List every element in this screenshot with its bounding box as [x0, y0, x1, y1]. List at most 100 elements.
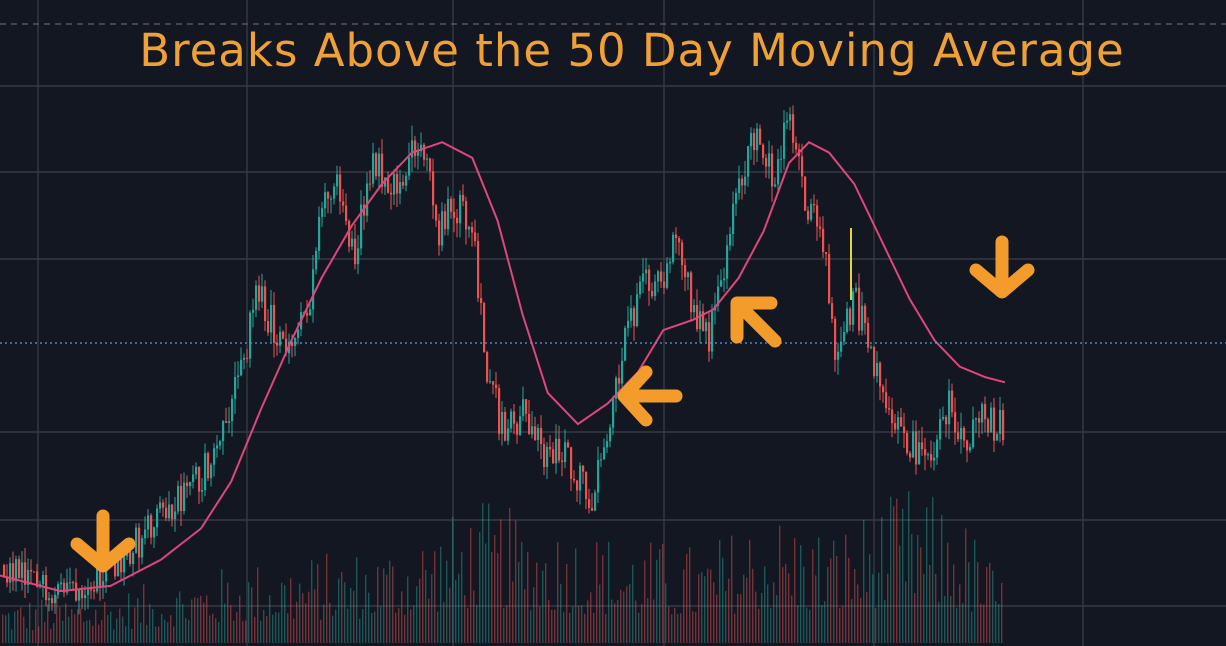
volume-bar — [644, 560, 646, 643]
candle-body — [825, 252, 828, 255]
candle-body — [183, 482, 186, 511]
candle-body — [186, 482, 189, 487]
volume-bar — [101, 620, 103, 643]
candle-body — [903, 426, 906, 434]
volume-bar — [464, 595, 466, 643]
candle-body — [165, 507, 168, 519]
candle-body — [864, 305, 867, 324]
candle-body — [213, 448, 216, 465]
volume-bar — [431, 574, 433, 643]
volume-bar — [782, 567, 784, 643]
volume-bar — [59, 607, 61, 643]
volume-bar — [566, 564, 568, 643]
volume-bar — [926, 507, 928, 643]
candle-body — [324, 192, 327, 209]
candle-body — [966, 440, 969, 451]
reference-lines — [0, 23, 1226, 344]
candle-body — [573, 478, 576, 481]
candle-body — [48, 598, 51, 601]
candle-body — [51, 598, 54, 604]
volume-bar — [638, 612, 640, 643]
volume-bar — [788, 573, 790, 643]
candle-body — [156, 508, 159, 528]
candle-body — [336, 174, 339, 187]
candle-body — [570, 447, 573, 479]
volume-bar — [131, 628, 133, 643]
candle-body — [498, 388, 501, 434]
volume-bar — [668, 606, 670, 643]
volume-bar — [233, 620, 235, 643]
volume-bar — [527, 551, 529, 643]
volume-bar — [587, 600, 589, 643]
volume-bar — [659, 549, 661, 643]
volume-bar — [251, 587, 253, 643]
volume-bar — [833, 540, 835, 643]
volume-bar — [761, 592, 763, 643]
volume-bar — [824, 601, 826, 643]
candle-body — [948, 390, 951, 425]
volume-bar — [842, 605, 844, 643]
candle-body — [174, 511, 177, 520]
candle-body — [738, 178, 741, 193]
candle-body — [297, 329, 300, 339]
candle-body — [144, 529, 147, 539]
volume-bar — [593, 612, 595, 643]
candle-body — [354, 238, 357, 265]
candle-body — [24, 562, 27, 585]
candle-body — [543, 444, 546, 468]
candle-body — [954, 412, 957, 433]
candle-body — [459, 194, 462, 224]
candle-body — [936, 439, 939, 458]
volume-bar — [221, 569, 223, 643]
candle-body — [786, 120, 789, 123]
volume-bar — [512, 581, 514, 643]
volume-bar — [152, 609, 154, 643]
candle-body — [423, 144, 426, 160]
volume-bar — [914, 593, 916, 643]
candle-body — [822, 228, 825, 253]
candle-body — [834, 318, 837, 360]
candle-body — [828, 254, 831, 304]
candle-body — [435, 205, 438, 221]
candle-body — [744, 176, 747, 186]
volume-bar — [449, 587, 451, 643]
candle-body — [351, 238, 354, 247]
candle-body — [957, 432, 960, 440]
candle-body — [273, 304, 276, 343]
volume-bar — [68, 616, 70, 643]
volume-bar — [308, 591, 310, 643]
candle-body — [912, 431, 915, 458]
candle-body — [675, 234, 678, 239]
volume-bar — [455, 579, 457, 643]
volume-bar — [314, 589, 316, 643]
volume-bar — [443, 602, 445, 643]
arrow-head — [969, 263, 1035, 299]
volume-bar — [389, 560, 391, 643]
volume-bar — [296, 601, 298, 643]
volume-bar — [230, 605, 232, 643]
arrow-down-start — [70, 509, 136, 573]
candle-body — [411, 140, 414, 158]
candle-body — [939, 419, 942, 440]
candle-body — [246, 357, 249, 359]
volume-bar — [344, 582, 346, 643]
volume-bar — [434, 551, 436, 643]
candle-body — [747, 146, 750, 177]
volume-bar — [158, 626, 160, 643]
volume-bar — [965, 528, 967, 643]
volume-bar — [938, 602, 940, 643]
volume-bar — [482, 503, 484, 643]
volume-bar — [260, 620, 262, 643]
volume-bar — [533, 587, 535, 643]
candle-body — [99, 560, 102, 588]
volume-bar — [875, 607, 877, 643]
volume-bar — [623, 591, 625, 643]
candle-body — [228, 421, 231, 423]
volume-bar — [176, 597, 178, 643]
candle-body — [885, 392, 888, 409]
candle-body — [648, 269, 651, 291]
candle-body — [429, 158, 432, 172]
volume-bar — [329, 602, 331, 643]
candle-body — [522, 399, 525, 417]
candle-body — [27, 569, 30, 585]
